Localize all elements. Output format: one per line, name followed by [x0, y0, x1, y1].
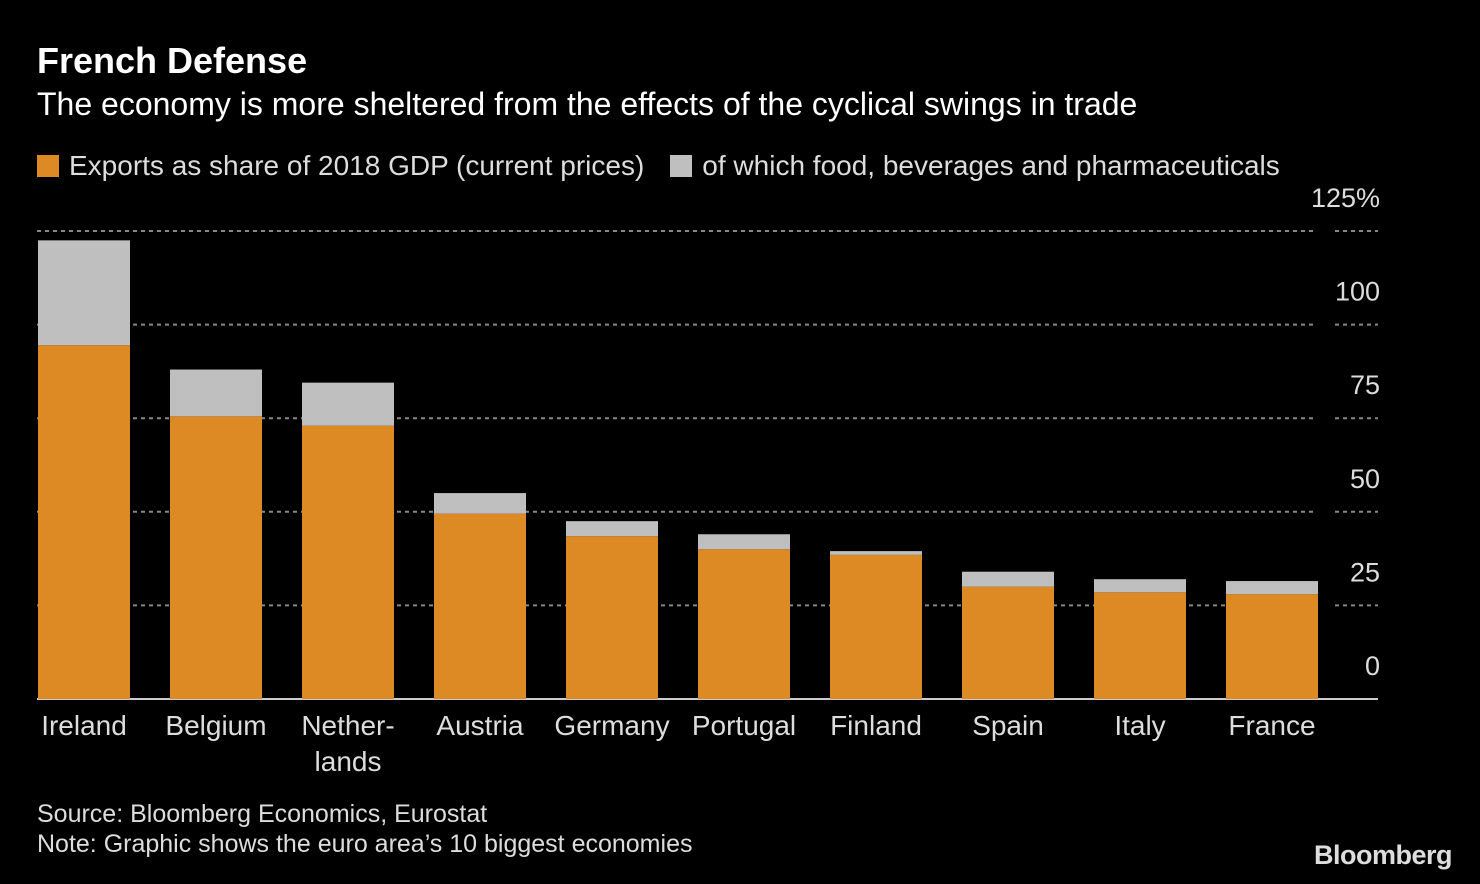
y-tick-label: 0: [1365, 651, 1380, 681]
x-tick-label: Spain: [972, 710, 1044, 741]
y-tick-label: 100: [1335, 277, 1380, 307]
bar-segment: [170, 369, 262, 417]
bar-segment: [1226, 581, 1318, 595]
bar-segment: [698, 549, 790, 699]
bar-segment: [830, 551, 922, 555]
bar-segment: [1094, 592, 1186, 699]
y-tick-label: 125%: [1311, 183, 1380, 213]
bar-segment: [1226, 594, 1318, 699]
x-tick-label: France: [1228, 710, 1316, 741]
chart-title: French Defense: [37, 40, 308, 81]
legend-item: Exports as share of 2018 GDP (current pr…: [37, 150, 644, 182]
x-tick-label: Finland: [830, 710, 922, 741]
bar-segment: [962, 586, 1054, 699]
legend-label: of which food, beverages and pharmaceuti…: [702, 150, 1280, 181]
legend-label: Exports as share of 2018 GDP (current pr…: [69, 150, 645, 181]
bar-segment: [566, 536, 658, 699]
bar-segment: [1094, 579, 1186, 593]
legend-swatch: [670, 155, 693, 177]
bar-segment: [962, 571, 1054, 587]
x-tick-label: Ireland: [41, 710, 127, 741]
bar-segment: [830, 554, 922, 699]
bar-segment: [302, 425, 394, 699]
y-tick-label: 25: [1350, 557, 1380, 587]
x-tick-label: Belgium: [165, 710, 267, 741]
bar-segment: [434, 513, 526, 699]
y-tick-label: 50: [1350, 464, 1380, 494]
bar-segment: [38, 345, 130, 699]
bar-segment: [38, 240, 130, 346]
x-tick-label: Germany: [554, 710, 670, 741]
legend-item: of which food, beverages and pharmaceuti…: [670, 150, 1280, 182]
source: Source: Bloomberg Economics, Eurostat: [37, 800, 488, 828]
chart-subtitle: The economy is more sheltered from the e…: [37, 86, 1138, 122]
x-tick-label: Portugal: [691, 710, 797, 741]
logo: Bloomberg: [1313, 840, 1453, 870]
legend-swatch: [37, 155, 59, 177]
y-tick-label: 75: [1350, 370, 1380, 400]
bar-segment: [698, 534, 790, 550]
bar-segment: [434, 493, 526, 514]
bar-segment: [302, 382, 394, 426]
x-tick-label: Austria: [436, 710, 524, 741]
legend: Exports as share of 2018 GDP (current pr…: [37, 150, 1280, 182]
x-tick-label: Nether- lands: [301, 710, 395, 777]
bar-segment: [566, 521, 658, 537]
bar-segment: [170, 416, 262, 699]
note: Note: Graphic shows the euro area’s 10 b…: [37, 830, 693, 858]
x-tick-label: Italy: [1114, 710, 1166, 741]
